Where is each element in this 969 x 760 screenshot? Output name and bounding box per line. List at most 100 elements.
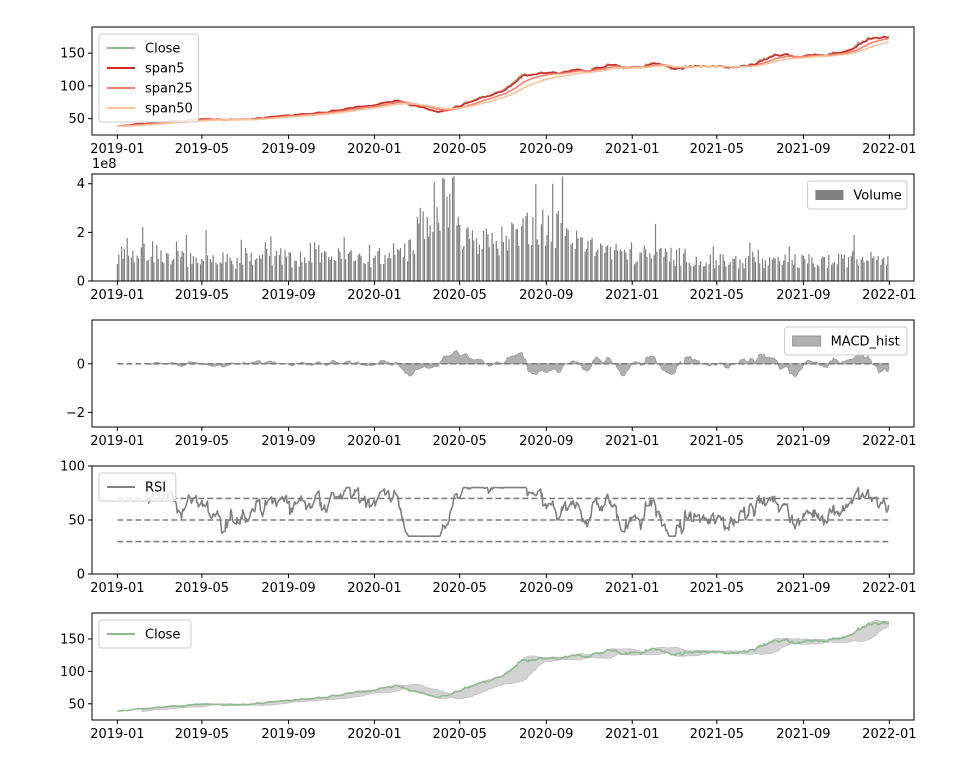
volume-bar <box>399 247 402 281</box>
volume-bar <box>560 222 562 281</box>
volume-bar <box>311 262 313 281</box>
volume-bar <box>650 258 652 281</box>
volume-bar <box>550 241 552 281</box>
volume-bar <box>335 261 337 281</box>
volume-bar <box>777 256 779 281</box>
macd-panel: 0−2 2019-01 2019-05 2019-09 2020-01 2020-05 2… <box>66 319 917 449</box>
legend-box <box>784 326 908 356</box>
x-tick-label: 2019-09 <box>261 727 315 742</box>
volume-bar <box>556 213 558 281</box>
volume-bar <box>270 236 272 281</box>
x-tick-label: 2021-09 <box>776 142 830 157</box>
volume-bar <box>700 261 702 281</box>
volume-bar <box>826 267 828 281</box>
volume-bar <box>725 266 727 281</box>
x-tick-label: 2020-09 <box>519 727 573 742</box>
volume-plot-area <box>116 176 889 281</box>
volume-bar <box>821 258 823 281</box>
volume-bar <box>752 251 754 281</box>
volume-bar <box>626 259 628 281</box>
x-tick-label: 2022-01 <box>862 434 916 449</box>
volume-bar <box>629 249 631 281</box>
volume-bar <box>528 244 530 281</box>
volume-bar <box>753 257 755 281</box>
volume-bar <box>239 262 241 281</box>
volume-bar <box>166 252 168 281</box>
volume-bar <box>295 260 297 281</box>
x-tick-label: 2021-09 <box>776 581 830 596</box>
price-y-axis: 50 100 150 <box>60 47 92 127</box>
volume-bar <box>823 257 826 281</box>
volume-bar <box>505 235 507 281</box>
rsi-x-axis: 2019-01 2019-05 2019-09 2020-01 2020-05 2020-… <box>90 574 917 596</box>
volume-bar <box>328 256 330 281</box>
volume-bar <box>597 249 599 281</box>
volume-bar <box>197 262 199 281</box>
volume-bar <box>364 263 366 281</box>
volume-bar <box>175 241 178 281</box>
volume-bar <box>383 264 385 281</box>
volume-bar <box>468 239 471 281</box>
volume-bar <box>585 248 588 281</box>
volume-bar <box>260 258 262 281</box>
volume-bar <box>416 217 418 281</box>
volume-bar <box>630 242 633 281</box>
bollinger-panel: 50 100 150 2019-01 2019-05 2019-09 2020-01 202… <box>60 612 917 742</box>
volume-bar <box>412 250 414 281</box>
x-tick-label: 2019-05 <box>175 142 229 157</box>
volume-bar <box>414 253 416 281</box>
volume-bar <box>298 266 300 281</box>
volume-bar <box>660 247 662 281</box>
macd-legend: MACD_hist <box>784 326 908 356</box>
volume-bar <box>664 248 666 281</box>
volume-bar <box>226 254 228 281</box>
volume-bar <box>308 260 310 281</box>
volume-bar <box>683 253 685 281</box>
volume-bar <box>485 228 487 281</box>
volume-bar <box>564 235 566 281</box>
volume-bar <box>669 261 671 281</box>
volume-bar <box>471 230 473 281</box>
volume-bar <box>619 249 621 281</box>
volume-bar <box>802 255 804 281</box>
volume-bar <box>542 209 544 281</box>
x-tick-label: 2019-01 <box>90 142 144 157</box>
volume-bar <box>181 250 183 281</box>
volume-bar <box>778 261 781 281</box>
volume-bar <box>876 259 878 281</box>
volume-bar <box>862 256 864 281</box>
y-tick-label: 4 <box>77 177 85 192</box>
volume-bar <box>739 259 741 281</box>
price-panel: 50 100 150 2019-01 2019-05 2019-09 2020-01 202… <box>60 26 917 157</box>
volume-bar <box>546 235 548 281</box>
volume-bar <box>594 256 596 281</box>
x-tick-label: 2020-09 <box>519 142 573 157</box>
volume-bar <box>688 262 690 281</box>
volume-bar <box>183 252 185 281</box>
volume-bar <box>759 263 761 281</box>
volume-bar <box>600 243 602 281</box>
volume-bar <box>278 254 280 281</box>
volume-bar <box>404 243 406 281</box>
volume-bar <box>242 264 244 281</box>
volume-bar <box>299 251 302 281</box>
volume-bar <box>604 252 606 281</box>
volume-bar <box>838 253 840 281</box>
volume-bar <box>561 176 564 281</box>
volume-bar <box>695 256 697 281</box>
volume-bar <box>812 263 814 281</box>
volume-bar <box>281 264 283 281</box>
volume-bar <box>192 256 194 281</box>
volume-bar <box>476 238 478 281</box>
x-tick-label: 2020-01 <box>347 434 401 449</box>
volume-bar <box>357 254 359 281</box>
bollinger-band <box>141 619 889 713</box>
volume-bar <box>205 230 207 281</box>
volume-bar <box>728 264 730 281</box>
volume-bar <box>545 245 547 281</box>
volume-bar <box>456 225 458 281</box>
x-tick-label: 2020-01 <box>347 288 401 303</box>
volume-bar <box>885 265 888 281</box>
volume-bar <box>447 227 449 281</box>
x-tick-label: 2019-01 <box>90 288 144 303</box>
